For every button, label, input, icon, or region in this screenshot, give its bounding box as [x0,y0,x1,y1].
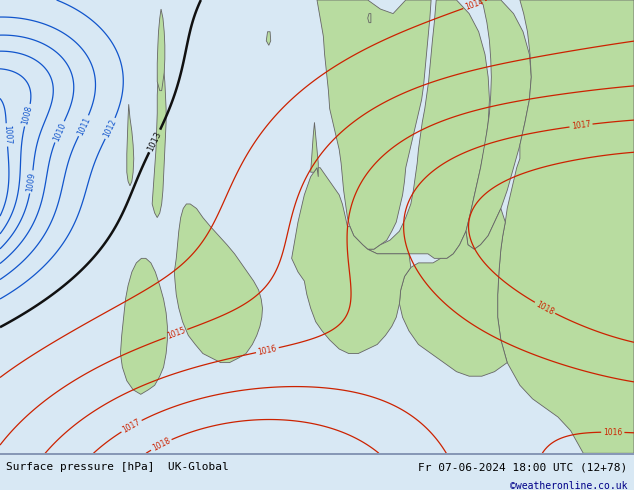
Text: 1010: 1010 [51,121,67,143]
Text: 1016: 1016 [257,343,278,357]
Polygon shape [266,32,271,46]
Text: 1017: 1017 [121,417,142,435]
Polygon shape [498,0,634,453]
Text: 1018: 1018 [151,436,172,453]
Polygon shape [399,209,507,376]
Text: 1012: 1012 [102,118,119,139]
Text: Surface pressure [hPa]  UK-Global: Surface pressure [hPa] UK-Global [6,462,229,472]
Text: 1017: 1017 [571,120,591,131]
Text: 1011: 1011 [75,115,92,136]
Text: Fr 07-06-2024 18:00 UTC (12+78): Fr 07-06-2024 18:00 UTC (12+78) [418,462,628,472]
Text: ©weatheronline.co.uk: ©weatheronline.co.uk [510,481,628,490]
Polygon shape [127,104,134,186]
Polygon shape [157,9,165,91]
Text: 1008: 1008 [21,105,34,125]
Polygon shape [466,0,531,249]
Text: 1014: 1014 [463,0,485,12]
Text: 1018: 1018 [534,299,555,317]
Polygon shape [152,41,166,218]
Text: 1009: 1009 [26,172,37,192]
Text: 1013: 1013 [146,129,164,152]
Text: 1007: 1007 [2,125,12,145]
Polygon shape [368,14,371,23]
Polygon shape [292,168,411,354]
Polygon shape [120,258,167,394]
Text: 1015: 1015 [166,326,187,341]
Polygon shape [311,122,318,177]
Polygon shape [174,204,262,363]
Text: 1016: 1016 [603,428,623,437]
Polygon shape [317,0,431,249]
Polygon shape [368,0,489,258]
